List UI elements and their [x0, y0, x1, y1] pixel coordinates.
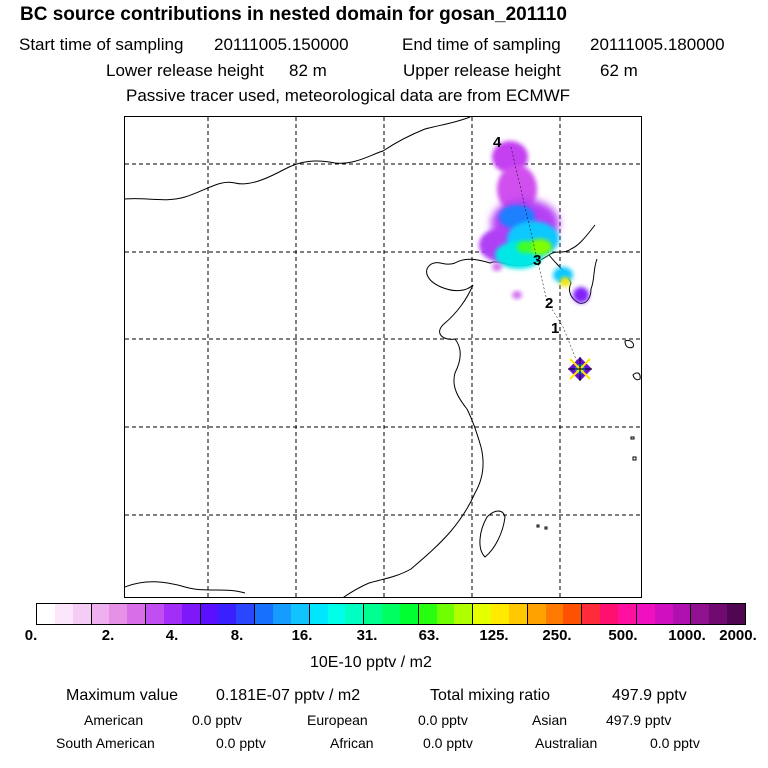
colorbar-swatch: [635, 604, 655, 624]
track-label-4: 4: [493, 134, 502, 151]
colorbar-swatch: [37, 604, 55, 624]
colorbar-swatch: [254, 604, 273, 624]
colorbar-tick: 0.: [24, 627, 38, 644]
colorbar-tick: 16.: [291, 627, 313, 644]
map-panel: 1 2 3 4: [124, 116, 642, 598]
max-value: 0.181E-07 pptv / m2: [216, 687, 361, 704]
receptor-star-icon: [568, 357, 592, 381]
plot-title: BC source contributions in nested domain…: [20, 4, 567, 25]
upper-height-value: 62 m: [600, 61, 638, 80]
colorbar-tick: 63.: [418, 627, 440, 644]
colorbar-swatch: [72, 604, 91, 624]
ryukyu-dot-3: [632, 456, 637, 461]
japan-kyushu: [632, 372, 641, 381]
region-name-african: African: [330, 735, 374, 751]
total-mixing-value: 497.9 pptv: [612, 687, 687, 704]
colorbar-swatch: [526, 604, 546, 624]
colorbar-swatch: [618, 604, 636, 624]
region-name-american: American: [84, 712, 144, 728]
coastlines: [125, 117, 641, 597]
taiwan: [479, 510, 506, 558]
track-label-3: 3: [533, 252, 541, 269]
colorbar-swatch: [163, 604, 182, 624]
colorbar-tick: 500.: [608, 627, 638, 644]
track-label-1: 1: [551, 320, 559, 337]
end-time-label: End time of sampling: [402, 35, 561, 54]
colorbar-swatch: [181, 604, 200, 624]
upper-height-label: Upper release height: [403, 61, 561, 80]
region-value-south-american: 0.0 pptv: [216, 735, 266, 751]
start-time-label: Start time of sampling: [19, 35, 184, 54]
japan-coast: [624, 340, 634, 349]
colorbar-swatch: [345, 604, 364, 624]
region-name-australian: Australian: [535, 735, 598, 751]
plume-field: [479, 141, 589, 303]
colorbar-swatch: [399, 604, 418, 624]
colorbar-tick: 125.: [479, 627, 509, 644]
end-time-value: 20111005.180000: [590, 35, 725, 54]
colorbar-swatch: [545, 604, 564, 624]
colorbar-swatch: [290, 604, 309, 624]
colorbar-swatch: [581, 604, 601, 624]
colorbar-swatch: [690, 604, 710, 624]
colorbar-swatch: [145, 604, 164, 624]
colorbar: [36, 603, 746, 625]
region-value-african: 0.0 pptv: [423, 735, 473, 751]
colorbar-swatch: [127, 604, 146, 624]
colorbar-swatch: [563, 604, 582, 624]
colorbar-units: 10E-10 pptv / m2: [310, 654, 432, 671]
colorbar-tick: 250.: [542, 627, 572, 644]
colorbar-tick: 1000.: [668, 627, 706, 644]
china-mongolia-border: [125, 117, 471, 201]
start-time-value: 20111005.150000: [214, 35, 349, 54]
track-label-2: 2: [545, 295, 553, 312]
colorbar-tick: 2.: [101, 627, 115, 644]
ryukyu-dot-2: [544, 526, 548, 530]
region-value-asian: 497.9 pptv: [606, 712, 672, 728]
colorbar-swatch: [327, 604, 346, 624]
region-value-european: 0.0 pptv: [418, 712, 468, 728]
colorbar-swatch: [600, 604, 618, 624]
colorbar-tick: 2000.: [719, 627, 757, 644]
colorbar-swatch: [199, 604, 219, 624]
region-value-australian: 0.0 pptv: [650, 735, 700, 751]
lower-height-label: Lower release height: [106, 61, 264, 80]
ryukyu-dot-1: [536, 524, 540, 528]
region-name-asian: Asian: [532, 712, 568, 728]
tracer-note: Passive tracer used, meteorological data…: [126, 86, 571, 105]
colorbar-swatch: [382, 604, 400, 624]
colorbar-swatch: [454, 604, 473, 624]
colorbar-swatch: [236, 604, 255, 624]
ryukyu-dot-4: [630, 436, 635, 440]
colorbar-swatch: [417, 604, 437, 624]
max-value-label: Maximum value: [66, 687, 179, 704]
colorbar-tick: 31.: [356, 627, 378, 644]
region-name-south-american: South American: [56, 735, 155, 751]
colorbar-swatch: [308, 604, 328, 624]
colorbar-swatch: [508, 604, 527, 624]
colorbar-tick: 4.: [165, 627, 179, 644]
colorbar-swatch: [90, 604, 110, 624]
region-value-american: 0.0 pptv: [192, 712, 242, 728]
colorbar-swatch: [109, 604, 128, 624]
colorbar-swatch: [54, 604, 73, 624]
colorbar-swatch: [672, 604, 691, 624]
lower-height-value: 82 m: [289, 61, 327, 80]
region-name-european: European: [307, 712, 368, 728]
colorbar-tick: 8.: [230, 627, 244, 644]
colorbar-swatch: [654, 604, 673, 624]
colorbar-swatch: [727, 604, 745, 624]
inland-border-south: [125, 581, 246, 594]
colorbar-swatch: [363, 604, 383, 624]
lat-lon-grid: [125, 117, 641, 597]
colorbar-swatch: [709, 604, 728, 624]
colorbar-swatch: [491, 604, 509, 624]
colorbar-swatch: [472, 604, 492, 624]
colorbar-swatch: [218, 604, 237, 624]
total-mixing-label: Total mixing ratio: [430, 687, 551, 704]
map-canvas: 1 2 3 4: [125, 117, 641, 597]
colorbar-swatch: [436, 604, 455, 624]
colorbar-swatch: [272, 604, 291, 624]
